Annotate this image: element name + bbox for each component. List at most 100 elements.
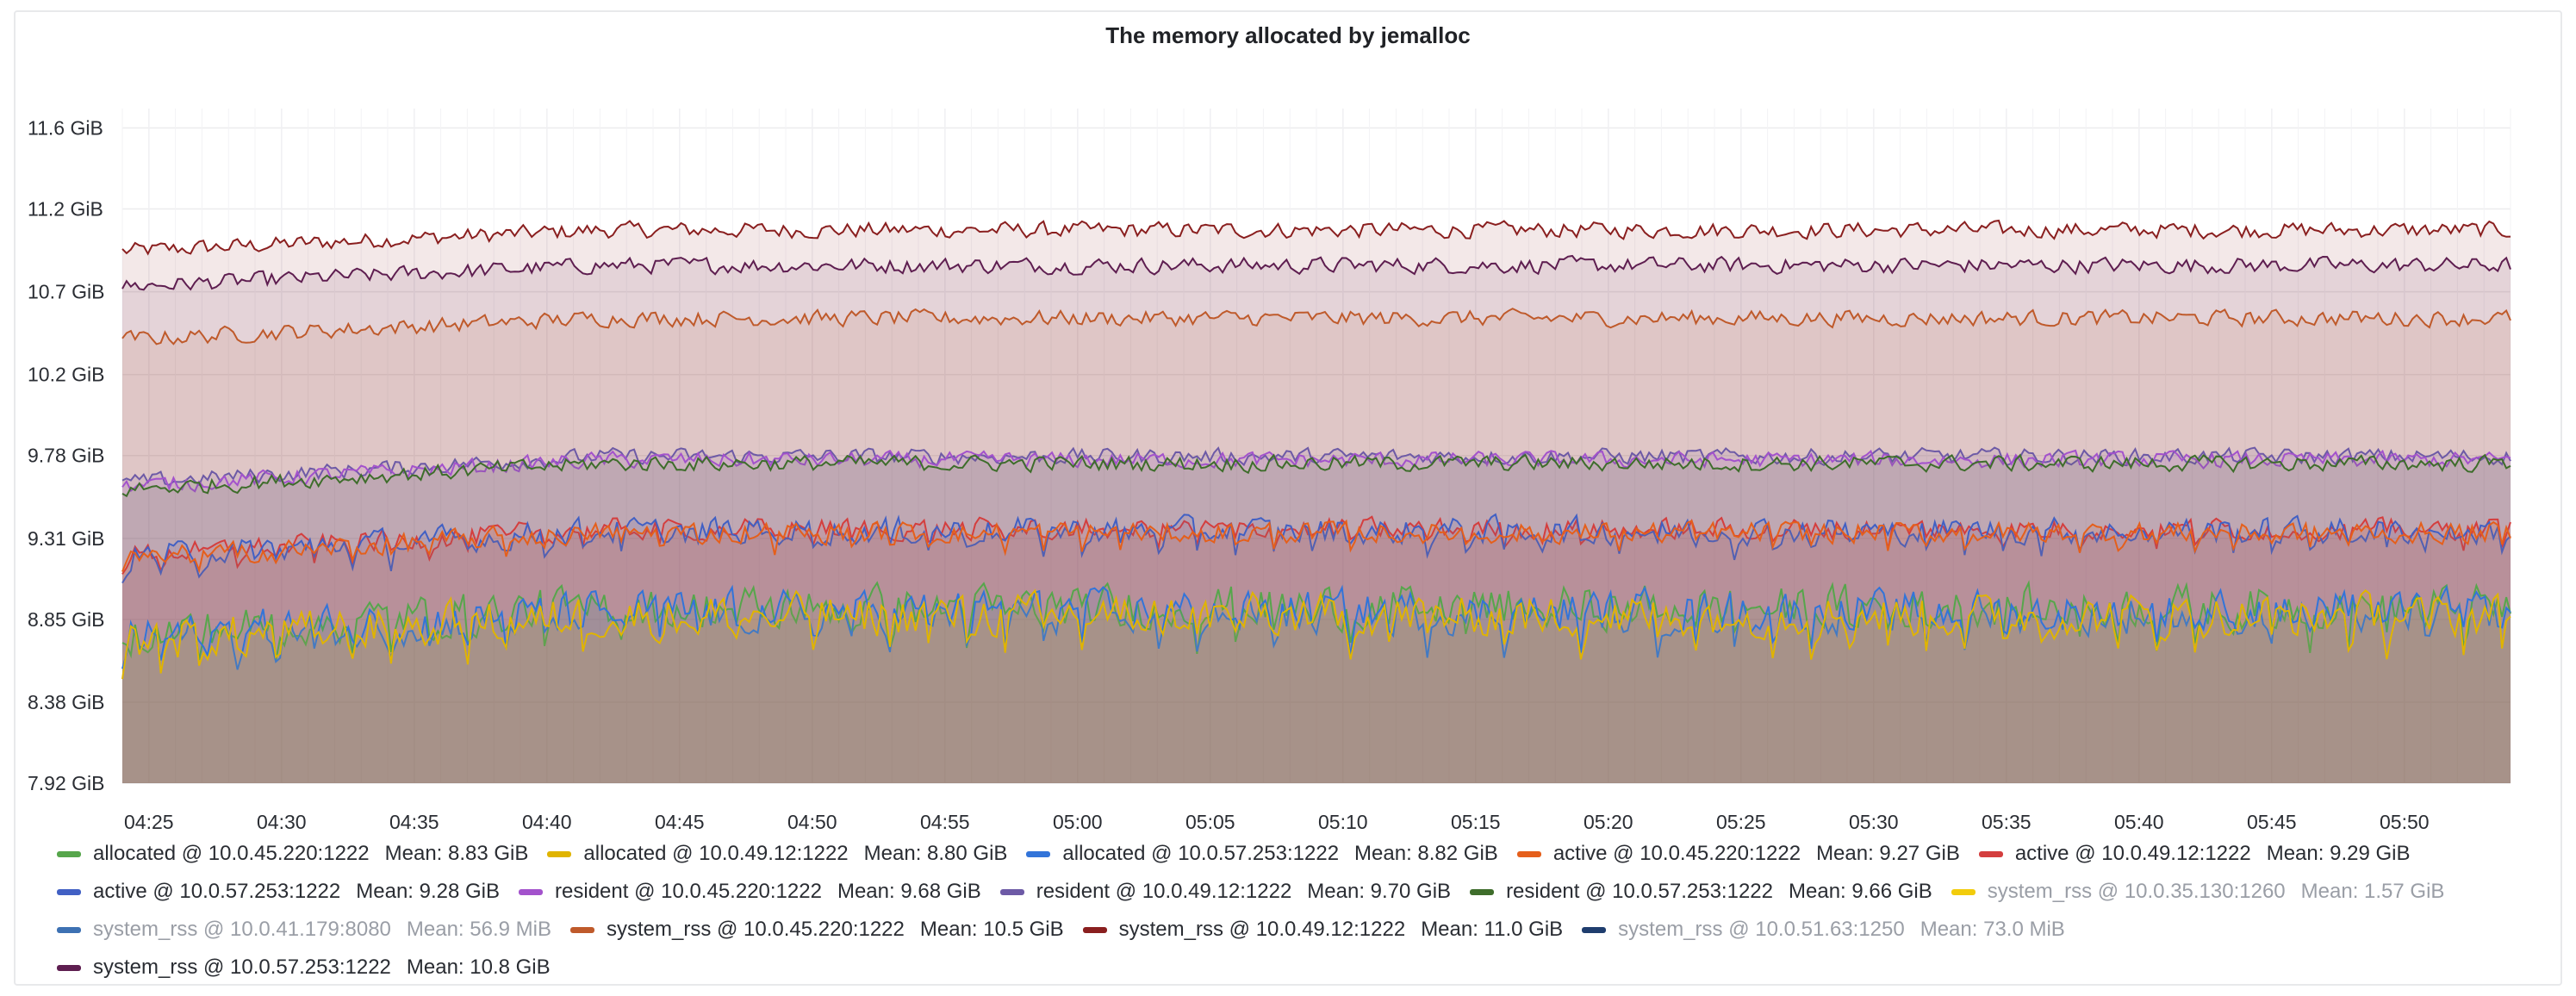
legend-series-mean: Mean: 56.9 MiB (406, 918, 551, 941)
legend-swatch (1978, 850, 2003, 857)
x-tick-label: 05:45 (2247, 811, 2297, 831)
legend-series-name: active @ 10.0.57.253:1222 (93, 880, 341, 903)
chart-panel: The memory allocated by jemalloc 7.92 Gi… (14, 10, 2562, 986)
series-line (121, 588, 2511, 680)
legend-swatch (57, 888, 81, 895)
legend-swatch (57, 850, 81, 857)
series-area (122, 308, 2511, 783)
legend-series-name: system_rss @ 10.0.51.63:1250 (1618, 918, 1905, 941)
x-tick-label: 04:50 (787, 811, 837, 831)
legend-series-mean: Mean: 9.29 GiB (2266, 842, 2411, 865)
series-line (121, 308, 2511, 345)
series-line (121, 584, 2511, 670)
series-area (122, 520, 2511, 783)
legend-row: system_rss @ 10.0.57.253:1222 Mean: 10.8 … (57, 949, 2555, 987)
chart-title: The memory allocated by jemalloc (1105, 22, 1471, 48)
legend-item[interactable]: system_rss @ 10.0.45.220:1222 Mean: 10.5 … (569, 918, 1064, 942)
x-tick-label: 05:10 (1318, 811, 1368, 831)
series-area (122, 221, 2511, 783)
y-tick-label: 8.85 GiB (28, 608, 105, 631)
legend-swatch (1470, 888, 1495, 895)
series-line (121, 219, 2511, 256)
legend-series-name: resident @ 10.0.57.253:1222 (1506, 880, 1773, 903)
x-tick-label: 04:55 (920, 811, 970, 831)
legend-item[interactable]: system_rss @ 10.0.57.253:1222 Mean: 10.8 … (57, 956, 551, 980)
legend-series-mean: Mean: 10.8 GiB (406, 956, 551, 979)
x-tick-label: 04:30 (257, 811, 307, 831)
y-tick-label: 10.7 GiB (28, 281, 105, 303)
legend-series-mean: Mean: 11.0 GiB (1421, 918, 1564, 941)
legend-item[interactable]: resident @ 10.0.49.12:1222 Mean: 9.70 GiB (999, 880, 1451, 904)
y-tick-label: 9.78 GiB (28, 445, 105, 467)
chart-legend: allocated @ 10.0.45.220:1222 Mean: 8.83 G… (57, 835, 2555, 987)
x-tick-label: 04:40 (522, 811, 572, 831)
series-line (121, 453, 2511, 498)
series-line (121, 519, 2511, 574)
legend-series-name: system_rss @ 10.0.49.12:1222 (1118, 918, 1406, 941)
x-tick-label: 05:40 (2114, 811, 2164, 831)
x-tick-label: 04:35 (389, 811, 439, 831)
legend-row: system_rss @ 10.0.41.179:8080 Mean: 56.9 … (57, 911, 2555, 949)
x-tick-label: 05:05 (1185, 811, 1235, 831)
legend-series-mean: Mean: 73.0 MiB (1920, 918, 2065, 941)
legend-item[interactable]: allocated @ 10.0.45.220:1222 Mean: 8.83 G… (57, 842, 528, 866)
legend-series-name: system_rss @ 10.0.41.179:8080 (93, 918, 391, 941)
legend-swatch (1951, 888, 1976, 895)
legend-series-name: resident @ 10.0.49.12:1222 (1036, 880, 1292, 903)
y-tick-label: 10.2 GiB (28, 364, 105, 386)
legend-swatch (57, 926, 81, 933)
series-line (121, 254, 2511, 291)
series-line (121, 449, 2511, 493)
series-area (122, 514, 2511, 783)
x-tick-label: 05:00 (1053, 811, 1103, 831)
y-tick-label: 11.6 GiB (28, 116, 103, 139)
legend-item[interactable]: active @ 10.0.57.253:1222 Mean: 9.28 GiB (57, 880, 500, 904)
legend-swatch (1582, 926, 1607, 933)
legend-swatch (57, 964, 81, 971)
legend-item[interactable]: resident @ 10.0.45.220:1222 Mean: 9.68 Gi… (519, 880, 981, 904)
legend-swatch (1026, 850, 1051, 857)
legend-item[interactable]: resident @ 10.0.57.253:1222 Mean: 9.66 Gi… (1470, 880, 1932, 904)
legend-item[interactable]: system_rss @ 10.0.49.12:1222 Mean: 11.0 G… (1082, 918, 1564, 942)
legend-series-name: allocated @ 10.0.49.12:1222 (583, 842, 849, 865)
legend-series-mean: Mean: 8.83 GiB (384, 842, 529, 865)
legend-series-mean: Mean: 9.28 GiB (356, 880, 501, 903)
legend-swatch (569, 926, 594, 933)
chart-canvas[interactable]: 7.92 GiB 8.38 GiB 8.85 GiB 9.31 GiB 9.78 GiB… (16, 12, 2564, 831)
x-tick-label: 05:50 (2380, 811, 2430, 831)
legend-series-name: system_rss @ 10.0.57.253:1222 (93, 956, 391, 979)
x-tick-label: 05:35 (1982, 811, 2032, 831)
legend-item[interactable]: system_rss @ 10.0.51.63:1250 Mean: 73.0 M… (1582, 918, 2065, 942)
legend-item[interactable]: active @ 10.0.45.220:1222 Mean: 9.27 GiB (1516, 842, 1960, 866)
y-tick-label: 11.2 GiB (28, 198, 103, 221)
legend-item[interactable]: system_rss @ 10.0.35.130:1260 Mean: 1.57 … (1951, 880, 2444, 904)
legend-item[interactable]: allocated @ 10.0.57.253:1222 Mean: 8.82 G… (1026, 842, 1498, 866)
legend-series-name: allocated @ 10.0.57.253:1222 (1062, 842, 1340, 865)
series-area (122, 590, 2511, 783)
legend-item[interactable]: active @ 10.0.49.12:1222 Mean: 9.29 GiB (1978, 842, 2411, 866)
series-line (121, 513, 2511, 584)
legend-series-name: active @ 10.0.45.220:1222 (1552, 842, 1801, 865)
legend-item[interactable]: system_rss @ 10.0.41.179:8080 Mean: 56.9 … (57, 918, 551, 942)
legend-series-mean: Mean: 8.80 GiB (863, 842, 1008, 865)
legend-swatch (999, 888, 1024, 895)
x-tick-label: 04:25 (124, 811, 174, 831)
legend-swatch (547, 850, 572, 857)
legend-swatch (519, 888, 544, 895)
legend-swatch (1516, 850, 1541, 857)
legend-series-mean: Mean: 9.66 GiB (1789, 880, 1932, 903)
legend-series-mean: Mean: 9.27 GiB (1816, 842, 1960, 865)
x-tick-label: 05:25 (1716, 811, 1766, 831)
legend-series-name: system_rss @ 10.0.45.220:1222 (606, 918, 905, 941)
legend-item[interactable]: allocated @ 10.0.49.12:1222 Mean: 8.80 Gi… (547, 842, 1007, 866)
legend-series-mean: Mean: 10.5 GiB (919, 918, 1064, 941)
legend-series-name: active @ 10.0.49.12:1222 (2014, 842, 2251, 865)
x-tick-label: 05:30 (1849, 811, 1899, 831)
legend-row: active @ 10.0.57.253:1222 Mean: 9.28 GiB r… (57, 873, 2555, 911)
y-tick-label: 8.38 GiB (28, 691, 105, 713)
y-tick-label: 7.92 GiB (28, 772, 105, 794)
x-tick-label: 04:45 (655, 811, 705, 831)
series-area (122, 516, 2511, 783)
legend-row: allocated @ 10.0.45.220:1222 Mean: 8.83 G… (57, 835, 2555, 873)
series-area (122, 256, 2511, 783)
